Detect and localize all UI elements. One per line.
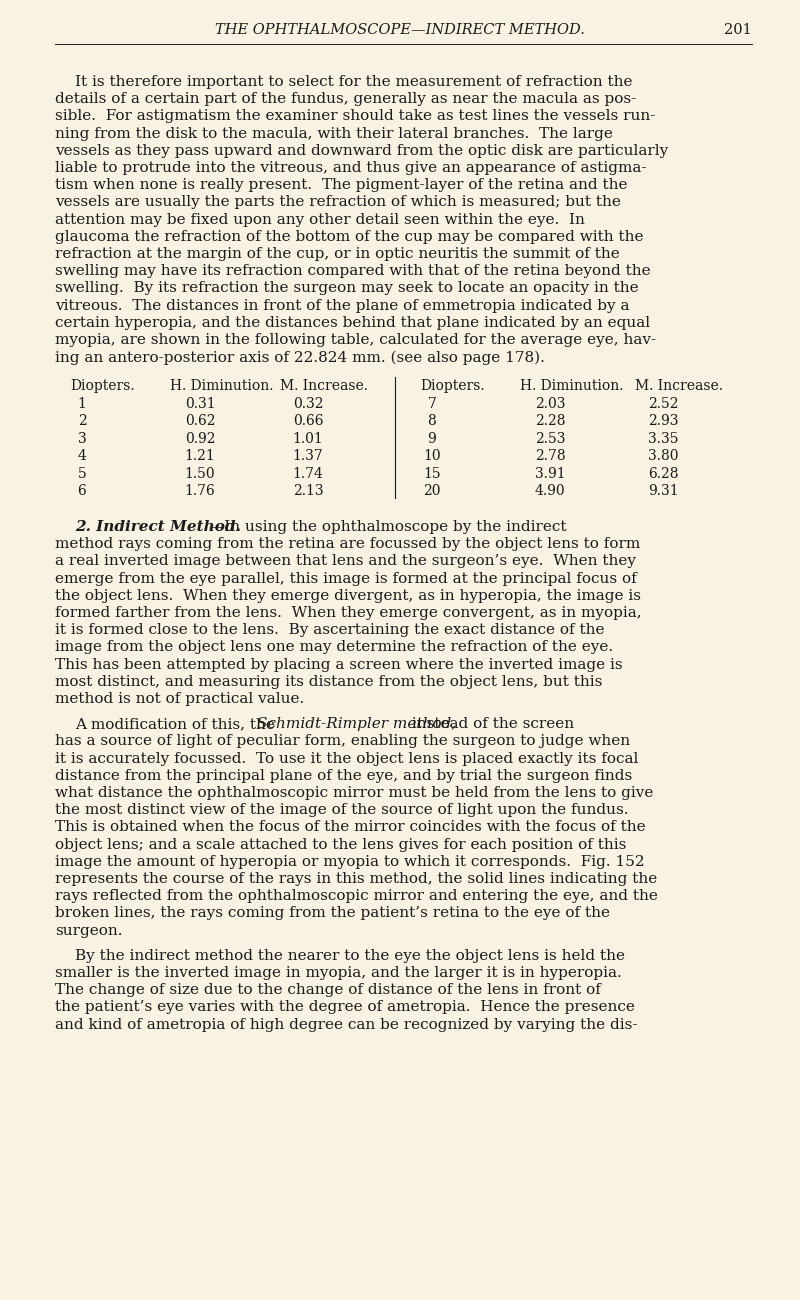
Text: 2.03: 2.03 xyxy=(534,396,566,411)
Text: H. Diminution.: H. Diminution. xyxy=(520,380,623,394)
Text: Schmidt-Rimpler method,: Schmidt-Rimpler method, xyxy=(257,718,456,731)
Text: emerge from the eye parallel, this image is formed at the principal focus of: emerge from the eye parallel, this image… xyxy=(55,572,637,585)
Text: 15: 15 xyxy=(423,467,441,481)
Text: 1.50: 1.50 xyxy=(185,467,215,481)
Text: 0.31: 0.31 xyxy=(185,396,215,411)
Text: 6: 6 xyxy=(78,485,86,498)
Text: 2. Indirect Method.: 2. Indirect Method. xyxy=(75,520,241,534)
Text: refraction at the margin of the cup, or in optic neuritis the summit of the: refraction at the margin of the cup, or … xyxy=(55,247,620,261)
Text: 1.74: 1.74 xyxy=(293,467,323,481)
Text: 3: 3 xyxy=(78,432,86,446)
Text: rays reflected from the ophthalmoscopic mirror and entering the eye, and the: rays reflected from the ophthalmoscopic … xyxy=(55,889,658,903)
Text: certain hyperopia, and the distances behind that plane indicated by an equal: certain hyperopia, and the distances beh… xyxy=(55,316,650,330)
Text: M. Increase.: M. Increase. xyxy=(635,380,723,394)
Text: image the amount of hyperopia or myopia to which it corresponds.  Fig. 152: image the amount of hyperopia or myopia … xyxy=(55,854,645,868)
Text: a real inverted image between that lens and the surgeon’s eye.  When they: a real inverted image between that lens … xyxy=(55,554,636,568)
Text: 0.62: 0.62 xyxy=(185,415,215,429)
Text: 5: 5 xyxy=(78,467,86,481)
Text: image from the object lens one may determine the refraction of the eye.: image from the object lens one may deter… xyxy=(55,641,613,654)
Text: 1.21: 1.21 xyxy=(185,450,215,463)
Text: ning from the disk to the macula, with their lateral branches.  The large: ning from the disk to the macula, with t… xyxy=(55,126,613,140)
Text: method rays coming from the retina are focussed by the object lens to form: method rays coming from the retina are f… xyxy=(55,537,640,551)
Text: Diopters.: Diopters. xyxy=(70,380,134,394)
Text: and kind of ametropia of high degree can be recognized by varying the dis-: and kind of ametropia of high degree can… xyxy=(55,1018,638,1031)
Text: most distinct, and measuring its distance from the object lens, but this: most distinct, and measuring its distanc… xyxy=(55,675,602,689)
Text: it is formed close to the lens.  By ascertaining the exact distance of the: it is formed close to the lens. By ascer… xyxy=(55,623,605,637)
Text: THE OPHTHALMOSCOPE—INDIRECT METHOD.: THE OPHTHALMOSCOPE—INDIRECT METHOD. xyxy=(215,23,585,36)
Text: the most distinct view of the image of the source of light upon the fundus.: the most distinct view of the image of t… xyxy=(55,803,629,818)
Text: it is accurately focussed.  To use it the object lens is placed exactly its foca: it is accurately focussed. To use it the… xyxy=(55,751,638,766)
Text: —In using the ophthalmoscope by the indirect: —In using the ophthalmoscope by the indi… xyxy=(209,520,566,534)
Text: 2: 2 xyxy=(78,415,86,429)
Text: represents the course of the rays in this method, the solid lines indicating the: represents the course of the rays in thi… xyxy=(55,872,658,885)
Text: glaucoma the refraction of the bottom of the cup may be compared with the: glaucoma the refraction of the bottom of… xyxy=(55,230,643,244)
Text: ing an antero-posterior axis of 22.824 mm. (see also page 178).: ing an antero-posterior axis of 22.824 m… xyxy=(55,350,545,364)
Text: By the indirect method the nearer to the eye the object lens is held the: By the indirect method the nearer to the… xyxy=(75,949,625,963)
Text: method is not of practical value.: method is not of practical value. xyxy=(55,692,304,706)
Text: attention may be fixed upon any other detail seen within the eye.  In: attention may be fixed upon any other de… xyxy=(55,213,585,226)
Text: 0.66: 0.66 xyxy=(293,415,323,429)
Text: 3.91: 3.91 xyxy=(534,467,566,481)
Text: 3.80: 3.80 xyxy=(648,450,678,463)
Text: 2.28: 2.28 xyxy=(534,415,566,429)
Text: 7: 7 xyxy=(427,396,437,411)
Text: vitreous.  The distances in front of the plane of emmetropia indicated by a: vitreous. The distances in front of the … xyxy=(55,299,630,312)
Text: 0.32: 0.32 xyxy=(293,396,323,411)
Text: 201: 201 xyxy=(724,23,752,36)
Text: 2.52: 2.52 xyxy=(648,396,678,411)
Text: 4: 4 xyxy=(78,450,86,463)
Text: 2.53: 2.53 xyxy=(534,432,566,446)
Text: distance from the principal plane of the eye, and by trial the surgeon finds: distance from the principal plane of the… xyxy=(55,768,632,783)
Text: 0.92: 0.92 xyxy=(185,432,215,446)
Text: vessels are usually the parts the refraction of which is measured; but the: vessels are usually the parts the refrac… xyxy=(55,195,621,209)
Text: The change of size due to the change of distance of the lens in front of: The change of size due to the change of … xyxy=(55,983,601,997)
Text: has a source of light of peculiar form, enabling the surgeon to judge when: has a source of light of peculiar form, … xyxy=(55,734,630,749)
Text: details of a certain part of the fundus, generally as near the macula as pos-: details of a certain part of the fundus,… xyxy=(55,92,636,107)
Text: 1.37: 1.37 xyxy=(293,450,323,463)
Text: object lens; and a scale attached to the lens gives for each position of this: object lens; and a scale attached to the… xyxy=(55,837,626,852)
Text: Diopters.: Diopters. xyxy=(420,380,485,394)
Text: 6.28: 6.28 xyxy=(648,467,678,481)
Text: This has been attempted by placing a screen where the inverted image is: This has been attempted by placing a scr… xyxy=(55,658,622,672)
Text: myopia, are shown in the following table, calculated for the average eye, hav-: myopia, are shown in the following table… xyxy=(55,333,656,347)
Text: broken lines, the rays coming from the patient’s retina to the eye of the: broken lines, the rays coming from the p… xyxy=(55,906,610,920)
Text: 2.13: 2.13 xyxy=(293,485,323,498)
Text: 8: 8 xyxy=(428,415,436,429)
Text: the patient’s eye varies with the degree of ametropia.  Hence the presence: the patient’s eye varies with the degree… xyxy=(55,1000,635,1014)
Text: 9.31: 9.31 xyxy=(648,485,678,498)
Text: tism when none is really present.  The pigment-layer of the retina and the: tism when none is really present. The pi… xyxy=(55,178,627,192)
Text: 9: 9 xyxy=(428,432,436,446)
Text: A modification of this, the: A modification of this, the xyxy=(75,718,280,731)
Text: swelling.  By its refraction the surgeon may seek to locate an opacity in the: swelling. By its refraction the surgeon … xyxy=(55,281,638,295)
Text: what distance the ophthalmoscopic mirror must be held from the lens to give: what distance the ophthalmoscopic mirror… xyxy=(55,786,654,800)
Text: 2.93: 2.93 xyxy=(648,415,678,429)
Text: 1: 1 xyxy=(78,396,86,411)
Text: vessels as they pass upward and downward from the optic disk are particularly: vessels as they pass upward and downward… xyxy=(55,144,668,157)
Text: instead of the screen: instead of the screen xyxy=(407,718,574,731)
Text: liable to protrude into the vitreous, and thus give an appearance of astigma-: liable to protrude into the vitreous, an… xyxy=(55,161,646,176)
Text: 20: 20 xyxy=(423,485,441,498)
Text: It is therefore important to select for the measurement of refraction the: It is therefore important to select for … xyxy=(75,75,633,88)
Text: 1.01: 1.01 xyxy=(293,432,323,446)
Text: swelling may have its refraction compared with that of the retina beyond the: swelling may have its refraction compare… xyxy=(55,264,650,278)
Text: M. Increase.: M. Increase. xyxy=(280,380,368,394)
Text: the object lens.  When they emerge divergent, as in hyperopia, the image is: the object lens. When they emerge diverg… xyxy=(55,589,641,603)
Text: 10: 10 xyxy=(423,450,441,463)
Text: formed farther from the lens.  When they emerge convergent, as in myopia,: formed farther from the lens. When they … xyxy=(55,606,642,620)
Text: 1.76: 1.76 xyxy=(185,485,215,498)
Text: 3.35: 3.35 xyxy=(648,432,678,446)
Text: sible.  For astigmatism the examiner should take as test lines the vessels run-: sible. For astigmatism the examiner shou… xyxy=(55,109,655,124)
Text: smaller is the inverted image in myopia, and the larger it is in hyperopia.: smaller is the inverted image in myopia,… xyxy=(55,966,622,980)
Text: H. Diminution.: H. Diminution. xyxy=(170,380,274,394)
Text: This is obtained when the focus of the mirror coincides with the focus of the: This is obtained when the focus of the m… xyxy=(55,820,646,835)
Text: 2.78: 2.78 xyxy=(534,450,566,463)
Text: surgeon.: surgeon. xyxy=(55,923,122,937)
Text: 4.90: 4.90 xyxy=(534,485,566,498)
